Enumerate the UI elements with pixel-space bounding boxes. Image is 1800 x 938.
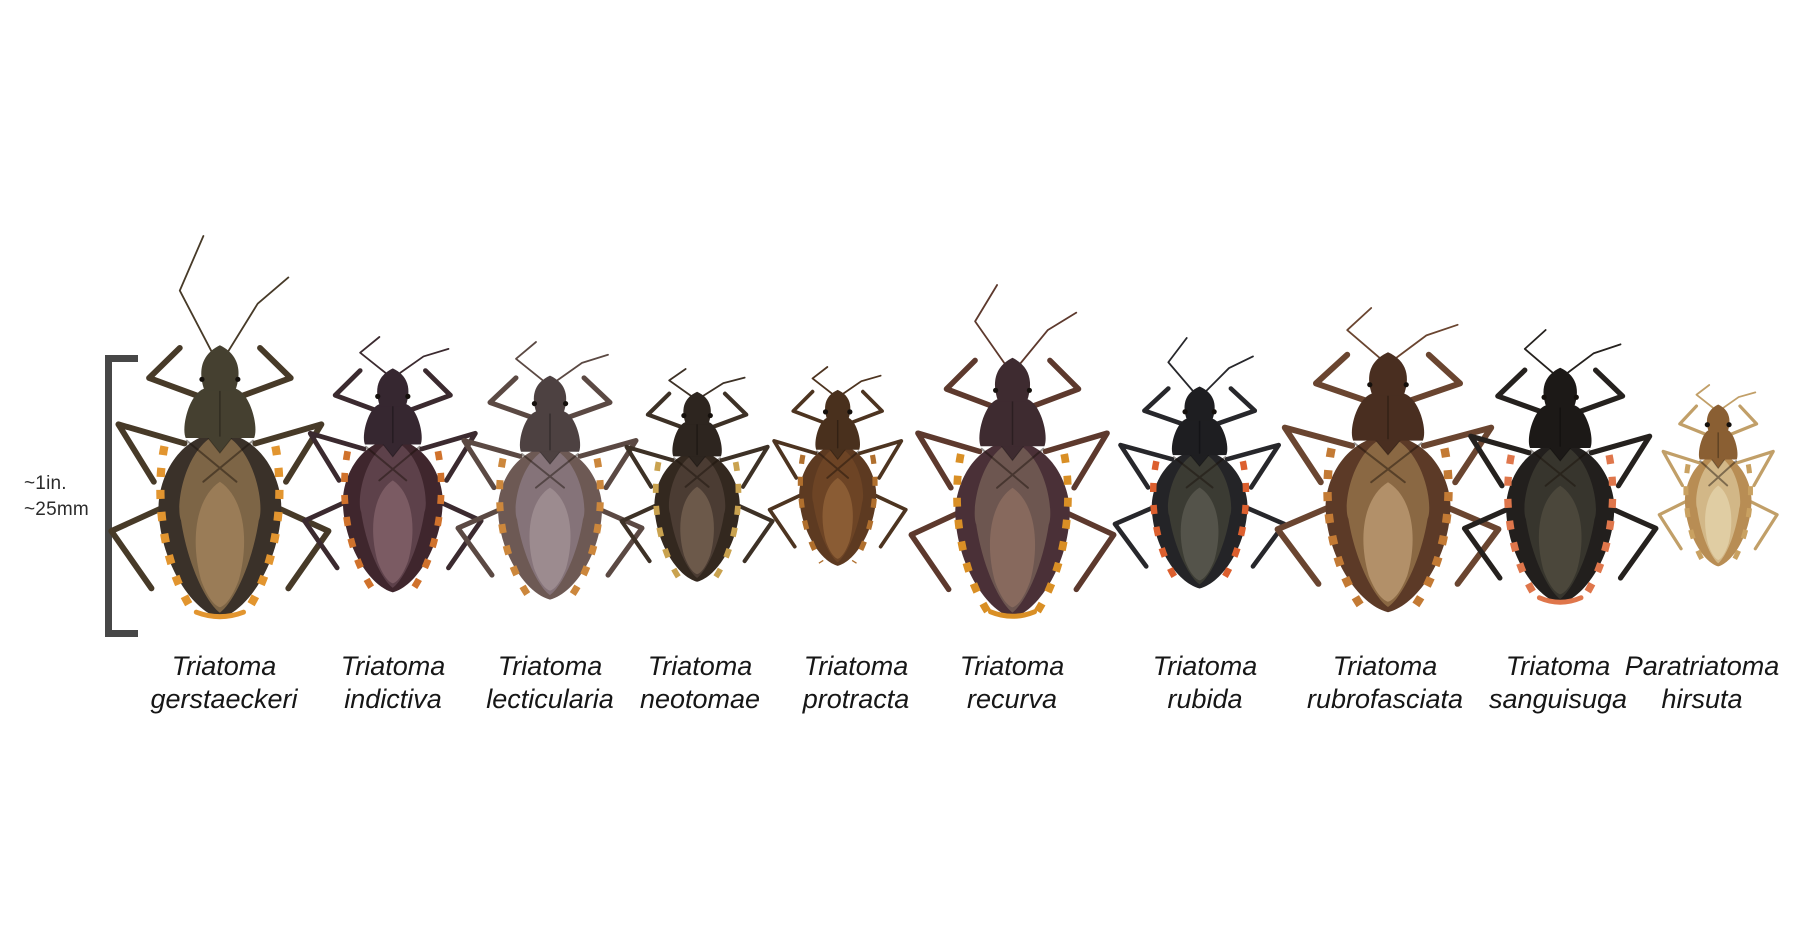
species-label-indictiva: Triatoma indictiva: [341, 650, 446, 716]
genus-name: Triatoma: [647, 651, 753, 681]
bug-image-indictiva: [302, 335, 484, 592]
bug-image-lecticularia: [455, 341, 645, 600]
species-epithet: protracta: [802, 684, 910, 714]
species-epithet: neotomae: [639, 684, 761, 714]
species-epithet: gerstaeckeri: [150, 684, 298, 714]
genus-name: Triatoma: [1505, 651, 1611, 681]
genus-name: Paratriatoma: [1624, 651, 1780, 681]
species-label-recurva: Triatoma recurva: [960, 650, 1065, 716]
species-label-rubrofasciata: Triatoma rubrofasciata: [1307, 650, 1463, 716]
genus-name: Triatoma: [497, 651, 603, 681]
species-label-lecticularia: Triatoma lecticularia: [486, 650, 614, 716]
species-epithet: sanguisuga: [1488, 684, 1628, 714]
species-epithet: rubrofasciata: [1306, 684, 1464, 714]
bug-image-recurva: [908, 284, 1116, 619]
species-epithet: lecticularia: [486, 684, 614, 714]
genus-name: Triatoma: [959, 651, 1065, 681]
species-label-neotomae: Triatoma neotomae: [640, 650, 760, 716]
genus-name: Triatoma: [1332, 651, 1438, 681]
species-epithet: indictiva: [344, 684, 442, 714]
genus-name: Triatoma: [171, 651, 277, 681]
species-label-protracta: Triatoma protracta: [803, 650, 910, 716]
bug-image-rubida: [1113, 336, 1287, 588]
genus-name: Triatoma: [340, 651, 446, 681]
scale-mm-label: ~25mm: [24, 499, 89, 520]
bug-image-sanguisuga: [1461, 329, 1659, 605]
bug-image-neotomae: [619, 368, 775, 582]
bug-image-hirsuta: [1657, 383, 1779, 566]
species-label-gerstaeckeri: Triatoma gerstaeckeri: [150, 650, 297, 716]
species-label-rubida: Triatoma rubida: [1153, 650, 1258, 716]
bug-image-gerstaeckeri: [108, 234, 332, 619]
species-label-hirsuta: Paratriatoma hirsuta: [1625, 650, 1780, 716]
genus-name: Triatoma: [1152, 651, 1258, 681]
bug-image-protracta: [768, 366, 908, 566]
genus-name: Triatoma: [803, 651, 909, 681]
species-epithet: recurva: [966, 684, 1058, 714]
scale-bracket: [105, 355, 138, 637]
species-epithet: rubida: [1167, 684, 1243, 714]
species-epithet: hirsuta: [1661, 684, 1743, 714]
bug-image-rubrofasciata: [1274, 306, 1502, 612]
scale-label: ~1in. ~25mm: [24, 471, 89, 523]
scale-inches-label: ~1in.: [24, 473, 67, 494]
species-label-sanguisuga: Triatoma sanguisuga: [1489, 650, 1627, 716]
